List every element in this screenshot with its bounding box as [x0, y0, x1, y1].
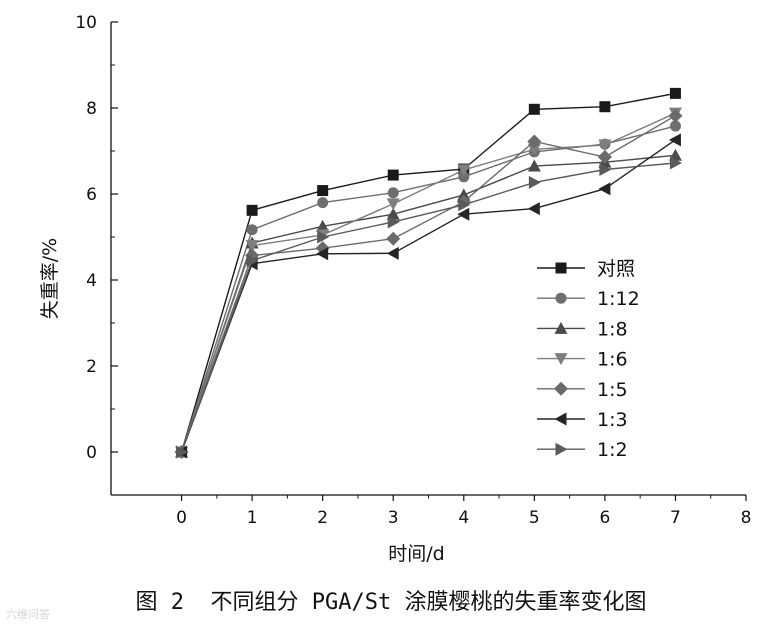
legend-label: 1:3 [597, 409, 628, 431]
data-point [246, 204, 258, 216]
legend-marker [555, 262, 567, 274]
legend-label: 1:5 [597, 379, 628, 401]
data-point [386, 246, 399, 260]
data-point [458, 171, 470, 183]
line-chart: 0 1 2 3 4 5 6 7 8 0 2 4 6 8 10 对照 1:12 1:8 1:6 1:5 1:3 1:2 时… [39, 13, 751, 565]
y-tick-label: 0 [86, 443, 97, 463]
series-line [180, 112, 676, 453]
data-point [316, 247, 329, 261]
data-point [527, 159, 541, 172]
legend-item: 1:2 [537, 439, 628, 461]
data-point [386, 231, 401, 246]
data-point [528, 103, 540, 115]
data-point [246, 224, 258, 236]
legend: 对照 1:12 1:8 1:6 1:5 1:3 1:2 [537, 258, 640, 461]
x-tick-label: 8 [741, 508, 752, 528]
legend-item: 对照 [537, 258, 635, 280]
data-point [316, 219, 330, 232]
data-point [457, 207, 470, 221]
legend-marker [554, 321, 568, 334]
legend-marker [555, 292, 567, 304]
x-tick-label: 1 [247, 508, 258, 528]
legend-label: 1:8 [597, 318, 628, 340]
y-tick-label: 10 [75, 13, 97, 33]
series-line [180, 139, 676, 453]
data-point [669, 120, 681, 132]
x-tick-label: 6 [599, 508, 610, 528]
legend-label: 1:6 [597, 349, 628, 371]
data-point [669, 156, 682, 170]
data-point [317, 197, 329, 209]
series-layer [174, 87, 683, 459]
y-tick-label: 2 [86, 357, 97, 377]
data-point [246, 254, 259, 268]
data-point [599, 162, 612, 176]
x-tick-label: 5 [529, 508, 540, 528]
series-7 [176, 156, 682, 459]
series-line [180, 115, 676, 453]
data-point [597, 150, 612, 165]
data-point [528, 175, 541, 189]
legend-item: 1:6 [537, 349, 628, 371]
legend-marker [554, 412, 567, 426]
data-point [527, 134, 542, 149]
legend-marker [555, 442, 568, 456]
data-point [458, 198, 471, 212]
y-tick-label: 8 [86, 99, 97, 119]
data-point [668, 108, 683, 123]
x-tick-label: 4 [458, 508, 469, 528]
y-tick-label: 6 [86, 185, 97, 205]
data-point [527, 143, 541, 156]
legend-item: 1:8 [537, 318, 628, 340]
data-point [668, 133, 681, 147]
legend-item: 1:5 [537, 379, 628, 401]
y-axis-label: 失重率/% [39, 238, 61, 319]
data-point [599, 101, 611, 113]
x-tick-label: 7 [670, 508, 681, 528]
data-point [245, 240, 259, 253]
legend-item: 1:3 [537, 409, 628, 431]
series-5 [174, 108, 683, 459]
plot-area [110, 22, 746, 496]
data-point [317, 230, 330, 244]
data-point [457, 188, 471, 201]
x-tick-label: 3 [388, 508, 399, 528]
x-tick-label: 2 [317, 508, 328, 528]
figure-caption: 图 2 不同组分 PGA/St 涂膜樱桃的失重率变化图 [135, 590, 647, 615]
data-point [387, 215, 400, 229]
watermark: 六维问答 [6, 608, 50, 621]
legend-label: 1:2 [597, 439, 628, 461]
data-point [387, 169, 399, 181]
x-tick-label: 0 [176, 508, 187, 528]
y-tick-label: 4 [86, 271, 97, 291]
legend-marker [554, 381, 568, 396]
series-line [180, 162, 676, 453]
legend-marker [554, 353, 568, 366]
axis-ticks: 0 1 2 3 4 5 6 7 8 0 2 4 6 8 10 [75, 13, 751, 528]
series-line [180, 92, 676, 453]
data-point [387, 187, 399, 199]
data-point [669, 87, 681, 99]
data-point [317, 185, 329, 197]
series-line [180, 154, 676, 453]
legend-label: 1:12 [597, 288, 640, 310]
data-point [598, 182, 611, 196]
data-point [527, 202, 540, 216]
data-point [598, 139, 612, 152]
data-point [176, 445, 189, 459]
x-axis-label: 时间/d [388, 543, 444, 565]
legend-item: 1:12 [537, 288, 640, 310]
data-point [457, 164, 471, 177]
legend-label: 对照 [597, 258, 635, 280]
data-point [386, 198, 400, 211]
